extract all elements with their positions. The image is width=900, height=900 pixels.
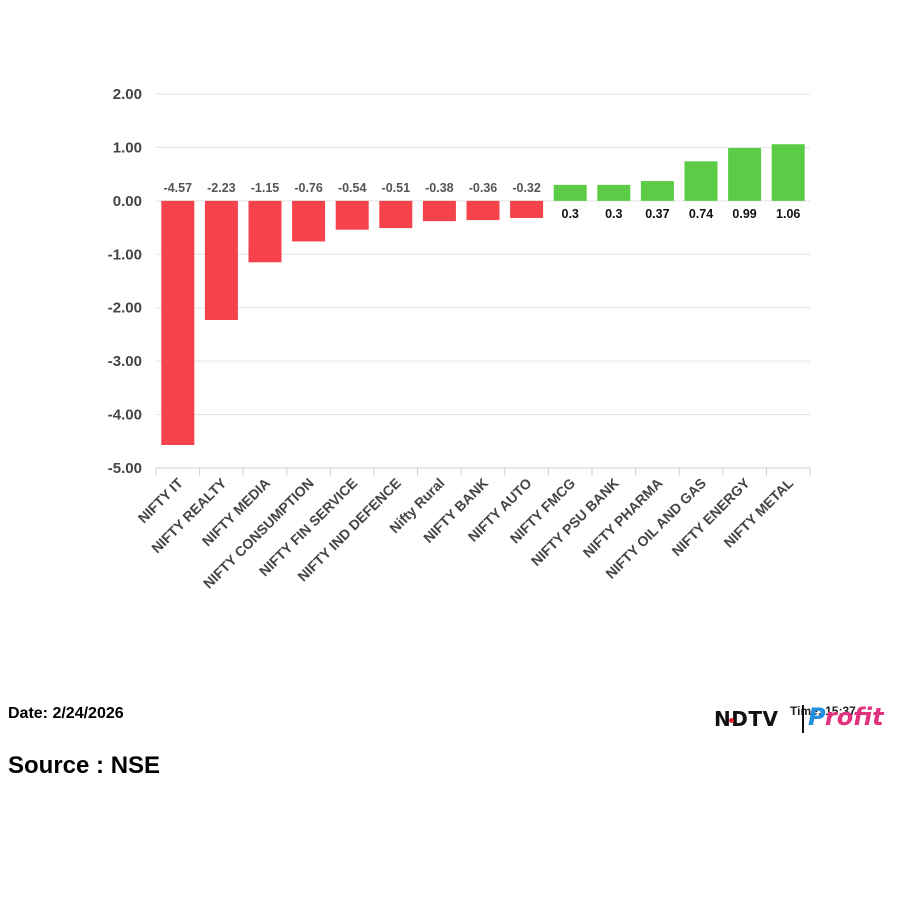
y-tick-label: -2.00 — [108, 300, 142, 317]
bar-chart: 2.00 1.00 0.00 -1.00 -2.00 -3.00 -4.00 -5.00 -4… — [108, 86, 811, 592]
data-label: -0.51 — [382, 181, 411, 195]
data-label: 0.99 — [732, 207, 756, 221]
x-tick-label: NIFTY ENERGY — [668, 474, 753, 559]
bar — [422, 200, 456, 222]
data-label: -0.76 — [294, 181, 323, 195]
bars — [161, 144, 805, 446]
data-label: 1.06 — [776, 207, 800, 221]
ndtv-profit-logo: Time: 15:37 NDTV Profit — [714, 703, 896, 737]
data-label: 0.74 — [689, 207, 713, 221]
x-tick-label: NIFTY REALTY — [148, 474, 230, 556]
bar — [684, 161, 718, 201]
data-label: 0.37 — [645, 207, 669, 221]
gridlines — [155, 93, 811, 476]
logo-product-part1: P — [808, 703, 825, 731]
bar — [161, 200, 195, 446]
data-label: -0.36 — [469, 181, 498, 195]
y-tick-label: -1.00 — [108, 246, 142, 263]
y-axis-ticks: 2.00 1.00 0.00 -1.00 -2.00 -3.00 -4.00 -5.00 — [108, 86, 142, 477]
source-label: Source : NSE — [8, 752, 161, 779]
bar — [771, 144, 805, 201]
logo-dot-icon — [729, 718, 734, 723]
data-label: -1.15 — [251, 181, 280, 195]
data-label: 0.3 — [605, 207, 622, 221]
logo-product-part2: rofit — [824, 703, 884, 731]
data-label: 0.3 — [562, 207, 579, 221]
time-label: Time: 15:37 — [790, 704, 856, 718]
bar — [597, 184, 631, 201]
data-label: -4.57 — [164, 181, 193, 195]
logo-product: Profit — [808, 703, 884, 731]
logo-divider — [802, 705, 804, 733]
bar — [335, 200, 369, 230]
bar — [248, 200, 282, 263]
data-label: -2.23 — [207, 181, 236, 195]
bar — [204, 200, 238, 321]
data-label: -0.32 — [512, 181, 541, 195]
bar — [553, 184, 587, 201]
y-tick-label: -4.00 — [108, 407, 142, 424]
logo-brand: NDTV — [714, 707, 779, 731]
x-tick-label: NIFTY PHARMA — [580, 475, 666, 561]
bar — [379, 200, 413, 229]
y-tick-label: 0.00 — [113, 193, 142, 210]
date-label: Date: 2/24/2026 — [8, 705, 124, 722]
bar — [640, 181, 674, 201]
y-tick-label: 2.00 — [113, 86, 142, 103]
bar — [510, 200, 544, 218]
y-tick-label: 1.00 — [113, 139, 142, 156]
data-label: -0.54 — [338, 181, 367, 195]
bar — [292, 200, 326, 242]
y-tick-label: -3.00 — [108, 353, 142, 370]
y-tick-label: -5.00 — [108, 460, 142, 477]
data-labels: -4.57 -2.23 -1.15 -0.76 -0.54 -0.51 -0.38 -0.36… — [164, 181, 801, 221]
bar — [728, 147, 762, 201]
bar — [466, 200, 500, 221]
data-label: -0.38 — [425, 181, 454, 195]
